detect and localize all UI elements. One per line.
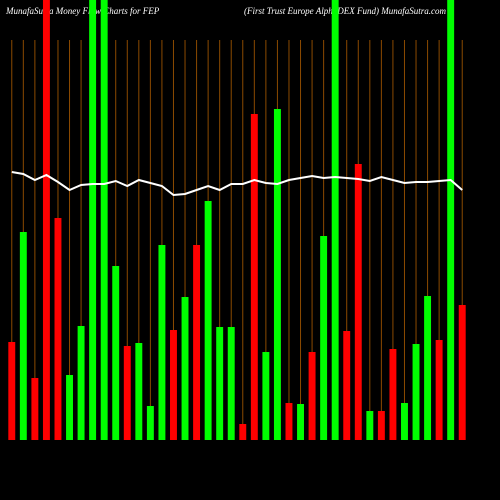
bar xyxy=(204,201,212,440)
bar xyxy=(135,343,143,440)
bar xyxy=(308,352,316,440)
bar xyxy=(42,0,50,440)
bar xyxy=(77,326,85,440)
bar xyxy=(89,0,97,440)
chart-title: MunafaSutra Money Flow Charts for FEP xyxy=(5,6,160,16)
bar xyxy=(54,218,62,440)
bar xyxy=(412,344,420,440)
bar xyxy=(19,232,27,440)
bar xyxy=(158,245,166,440)
bar xyxy=(273,109,281,440)
chart-subtitle: (First Trust Europe AlphaDEX Fund) Munaf… xyxy=(244,6,446,16)
bar xyxy=(112,266,120,440)
bar xyxy=(123,346,131,440)
bar xyxy=(170,330,177,440)
bar xyxy=(66,375,73,440)
bar xyxy=(366,411,374,440)
bar xyxy=(239,424,247,440)
bar xyxy=(31,378,39,440)
bar xyxy=(435,340,443,440)
bar xyxy=(250,114,258,440)
bar xyxy=(181,297,189,440)
bar xyxy=(377,411,385,440)
bar xyxy=(458,305,466,440)
money-flow-line xyxy=(11,171,463,197)
bar xyxy=(262,352,270,440)
bar xyxy=(8,342,16,440)
bar xyxy=(100,0,108,440)
bar xyxy=(320,236,328,440)
bar xyxy=(343,331,351,440)
bar xyxy=(285,403,293,440)
bar xyxy=(401,403,408,440)
bar xyxy=(331,0,339,440)
bar xyxy=(447,0,455,440)
bar xyxy=(193,245,201,440)
bar xyxy=(297,404,304,440)
bar xyxy=(216,327,224,440)
bar xyxy=(424,296,432,440)
bar xyxy=(227,327,235,440)
bar xyxy=(146,406,154,440)
bar xyxy=(389,349,397,440)
bar xyxy=(354,164,362,440)
